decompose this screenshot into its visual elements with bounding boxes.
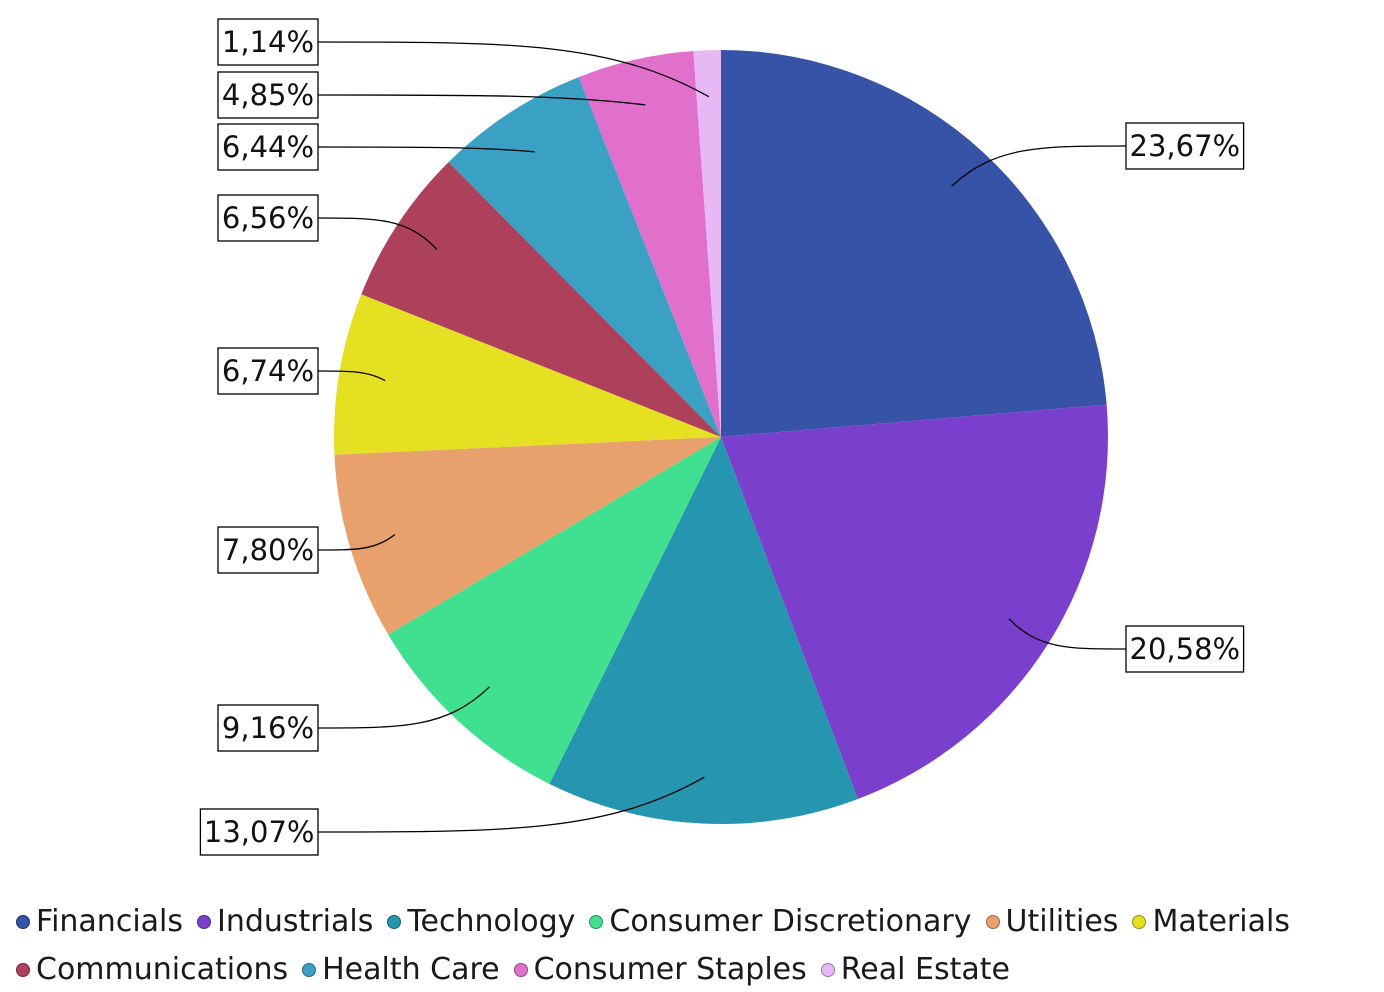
- data-label-real-estate: 1,14%: [217, 18, 319, 66]
- leader-line-real-estate: [317, 41, 710, 98]
- legend-marker: [985, 915, 1000, 929]
- pie-slice-materials: [333, 294, 721, 455]
- legend-item-consumer-staples[interactable]: Consumer Staples: [513, 948, 807, 992]
- legend-marker: [302, 963, 317, 977]
- legend-item-industrials[interactable]: Industrials: [197, 900, 373, 944]
- data-label-box: [217, 18, 319, 66]
- data-label-text: 20,58%: [1130, 632, 1241, 666]
- data-label-utilities: 7,80%: [217, 526, 319, 574]
- legend-label: Industrials: [217, 904, 374, 939]
- pie-slice-technology: [549, 437, 858, 825]
- data-label-consumer-staples: 4,85%: [217, 71, 319, 119]
- leader-line-health-care: [317, 146, 535, 153]
- legend-label: Consumer Discretionary: [609, 904, 972, 939]
- pie-slice-consumer-discretionary: [388, 437, 721, 784]
- legend-marker: [1132, 915, 1147, 929]
- data-label-box: [1125, 625, 1245, 673]
- data-label-text: 13,07%: [204, 815, 315, 849]
- data-label-box: [217, 526, 319, 574]
- data-label-text: 6,56%: [222, 201, 314, 235]
- data-label-text: 23,67%: [1130, 129, 1241, 163]
- data-label-text: 6,74%: [222, 354, 314, 388]
- data-label-technology: 13,07%: [199, 808, 319, 856]
- legend-label: Materials: [1152, 904, 1290, 939]
- leader-line-consumer-discretionary: [317, 686, 490, 729]
- leader-line-industrials: [1008, 618, 1127, 650]
- legend-item-communications[interactable]: Communications: [16, 948, 288, 992]
- legend-label: Health Care: [322, 952, 500, 987]
- data-label-box: [217, 704, 319, 752]
- data-label-text: 1,14%: [222, 25, 314, 59]
- legend-marker: [387, 915, 402, 929]
- pie-slice-industrials: [721, 404, 1108, 799]
- data-label-communications: 6,56%: [217, 194, 319, 242]
- leader-line-communications: [317, 217, 438, 250]
- legend-item-financials[interactable]: Financials: [16, 900, 183, 944]
- legend-label: Consumer Staples: [533, 952, 807, 987]
- pie-slice-communications: [361, 162, 721, 437]
- legend-marker: [16, 915, 30, 929]
- legend-item-utilities[interactable]: Utilities: [985, 900, 1119, 944]
- label-leader-lines: [317, 41, 1127, 833]
- legend-marker: [197, 915, 211, 929]
- pie-slices: [333, 50, 1108, 825]
- legend-item-consumer-discretionary[interactable]: Consumer Discretionary: [589, 900, 972, 944]
- leader-line-materials: [317, 370, 386, 382]
- data-label-consumer-discretionary: 9,16%: [217, 704, 319, 752]
- legend-item-materials[interactable]: Materials: [1132, 900, 1290, 944]
- data-label-box: [199, 808, 319, 856]
- pie-slice-health-care: [448, 77, 721, 437]
- pie-slice-real-estate: [693, 50, 721, 437]
- legend-label: Financials: [36, 904, 183, 939]
- legend-item-health-care[interactable]: Health Care: [302, 948, 500, 992]
- data-label-text: 6,44%: [222, 130, 314, 164]
- legend-item-real-estate[interactable]: Real Estate: [820, 948, 1010, 992]
- pie-slice-utilities: [334, 437, 721, 635]
- data-label-text: 9,16%: [222, 711, 314, 745]
- leader-line-consumer-staples: [317, 94, 646, 106]
- legend-marker: [820, 963, 835, 977]
- data-labels: 23,67% 20,58% 13,07% 9,16% 7,80% 6,74% 6,56% 6,…: [199, 18, 1245, 856]
- legend-item-technology[interactable]: Technology: [387, 900, 575, 944]
- pie-chart: 23,67% 20,58% 13,07% 9,16% 7,80% 6,74% 6,56% 6,…: [199, 18, 1245, 856]
- legend-marker: [513, 963, 528, 977]
- legend-marker: [16, 963, 30, 977]
- leader-line-utilities: [317, 534, 396, 551]
- data-label-box: [217, 123, 319, 171]
- data-label-box: [217, 347, 319, 395]
- data-label-text: 4,85%: [222, 78, 314, 112]
- data-label-text: 7,80%: [222, 533, 314, 567]
- data-label-box: [217, 71, 319, 119]
- leader-line-technology: [317, 776, 705, 833]
- legend-marker: [589, 915, 604, 929]
- legend: Financials Industrials Technology Consumer …: [16, 900, 1384, 992]
- data-label-box: [217, 194, 319, 242]
- data-label-box: [1125, 122, 1245, 170]
- legend-label: Communications: [36, 952, 289, 987]
- data-label-financials: 23,67%: [1125, 122, 1245, 170]
- legend-label: Utilities: [1005, 904, 1119, 939]
- legend-label: Real Estate: [840, 952, 1010, 987]
- legend-label: Technology: [407, 904, 576, 939]
- pie-slice-financials: [721, 50, 1107, 437]
- leader-line-financials: [951, 145, 1127, 187]
- data-label-materials: 6,74%: [217, 347, 319, 395]
- data-label-health-care: 6,44%: [217, 123, 319, 171]
- data-label-industrials: 20,58%: [1125, 625, 1245, 673]
- pie-slice-consumer-staples: [578, 50, 721, 438]
